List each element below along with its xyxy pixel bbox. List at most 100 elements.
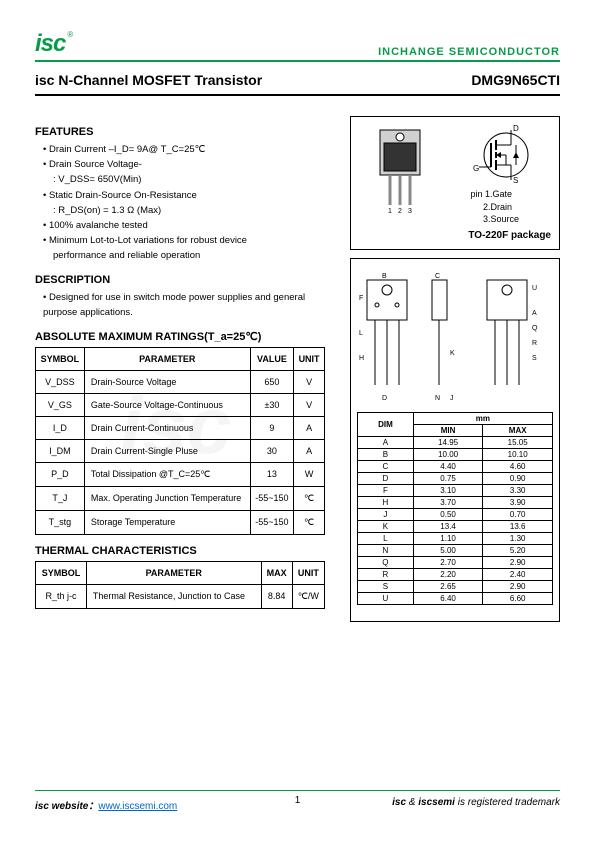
- table-row: L1.101.30: [358, 532, 553, 544]
- table-cell: I_D: [36, 416, 85, 439]
- table-row: J0.500.70: [358, 508, 553, 520]
- table-cell: ℃: [294, 486, 325, 510]
- ratings-table: SYMBOLPARAMETERVALUEUNIT V_DSSDrain-Sour…: [35, 347, 325, 535]
- table-cell: T_stg: [36, 510, 85, 534]
- table-cell: R_th j-c: [36, 584, 87, 608]
- table-row: V_DSSDrain-Source Voltage650V: [36, 370, 325, 393]
- table-cell: A: [294, 439, 325, 462]
- table-cell: 10.10: [483, 448, 553, 460]
- table-row: R2.202.40: [358, 568, 553, 580]
- table-cell: ℃: [294, 510, 325, 534]
- table-cell: 10.00: [413, 448, 483, 460]
- svg-text:N: N: [435, 395, 440, 402]
- svg-text:S: S: [532, 355, 537, 362]
- header: isc ® INCHANGE SEMICONDUCTOR: [35, 30, 560, 62]
- table-row: A14.9515.05: [358, 436, 553, 448]
- svg-text:G: G: [473, 164, 479, 173]
- svg-text:B: B: [382, 273, 387, 280]
- table-cell: Total Dissipation @T_C=25℃: [84, 462, 250, 486]
- title-row: isc N-Channel MOSFET Transistor DMG9N65C…: [35, 66, 560, 96]
- company-name: INCHANGE SEMICONDUCTOR: [378, 46, 560, 58]
- table-header: SYMBOL: [36, 347, 85, 370]
- svg-text:D: D: [513, 125, 519, 133]
- svg-text:H: H: [359, 355, 364, 362]
- table-cell: Drain Current-Continuous: [84, 416, 250, 439]
- description-text: Designed for use in switch mode power su…: [43, 290, 340, 320]
- table-cell: -55~150: [250, 510, 293, 534]
- feature-sub: performance and reliable operation: [53, 248, 340, 263]
- table-cell: Storage Temperature: [84, 510, 250, 534]
- table-cell: 0.90: [483, 472, 553, 484]
- table-row: B10.0010.10: [358, 448, 553, 460]
- table-row: V_GSGate-Source Voltage-Continuous±30V: [36, 393, 325, 416]
- table-cell: Max. Operating Junction Temperature: [84, 486, 250, 510]
- table-row: R_th j-cThermal Resistance, Junction to …: [36, 584, 325, 608]
- features-list: Drain Current –I_D= 9A@ T_C=25℃ Drain So…: [43, 142, 340, 172]
- table-row: T_JMax. Operating Junction Temperature-5…: [36, 486, 325, 510]
- table-header: PARAMETER: [84, 347, 250, 370]
- feature-item: Drain Source Voltage-: [43, 157, 340, 172]
- svg-text:Q: Q: [532, 325, 538, 332]
- pin-list: pin 1.Gate 2.Drain 3.Source: [471, 188, 541, 226]
- table-cell: 3.70: [413, 496, 483, 508]
- table-cell: 5.20: [483, 544, 553, 556]
- mosfet-symbol-icon: D G S: [471, 125, 541, 185]
- table-cell: A: [294, 416, 325, 439]
- table-cell: 14.95: [413, 436, 483, 448]
- product-title: isc N-Channel MOSFET Transistor: [35, 72, 262, 88]
- table-cell: C: [358, 460, 414, 472]
- ratings-heading: ABSOLUTE MAXIMUM RATINGS(T_a=25℃): [35, 330, 340, 343]
- table-cell: U: [358, 592, 414, 604]
- svg-text:F: F: [359, 295, 363, 302]
- table-cell: A: [358, 436, 414, 448]
- table-cell: 15.05: [483, 436, 553, 448]
- table-cell: Drain-Source Voltage: [84, 370, 250, 393]
- table-cell: 2.40: [483, 568, 553, 580]
- table-cell: 6.60: [483, 592, 553, 604]
- table-header: UNIT: [292, 561, 324, 584]
- table-cell: 2.90: [483, 556, 553, 568]
- svg-text:1: 1: [388, 208, 392, 215]
- table-cell: Q: [358, 556, 414, 568]
- table-cell: Thermal Resistance, Junction to Case: [86, 584, 261, 608]
- table-row: K13.413.6: [358, 520, 553, 532]
- part-number: DMG9N65CTI: [471, 72, 560, 88]
- table-cell: 2.70: [413, 556, 483, 568]
- table-cell: -55~150: [250, 486, 293, 510]
- table-row: P_DTotal Dissipation @T_C=25℃13W: [36, 462, 325, 486]
- table-row: C4.404.60: [358, 460, 553, 472]
- logo-text: isc: [35, 30, 65, 58]
- svg-text:U: U: [532, 285, 537, 292]
- thermal-table: SYMBOLPARAMETERMAXUNIT R_th j-cThermal R…: [35, 561, 325, 609]
- svg-text:K: K: [450, 350, 455, 357]
- table-cell: 13: [250, 462, 293, 486]
- thermal-heading: THERMAL CHARACTERISTICS: [35, 545, 340, 557]
- package-diagram: 1 2 3: [350, 116, 560, 250]
- logo: isc ®: [35, 30, 73, 58]
- table-cell: B: [358, 448, 414, 460]
- features-list: Static Drain-Source On-Resistance: [43, 188, 340, 203]
- svg-text:C: C: [435, 273, 440, 280]
- table-cell: F: [358, 484, 414, 496]
- table-cell: H: [358, 496, 414, 508]
- table-cell: 9: [250, 416, 293, 439]
- table-cell: ℃/W: [292, 584, 324, 608]
- feature-item: Static Drain-Source On-Resistance: [43, 188, 340, 203]
- table-cell: 0.75: [413, 472, 483, 484]
- table-cell: J: [358, 508, 414, 520]
- table-cell: P_D: [36, 462, 85, 486]
- table-cell: V: [294, 370, 325, 393]
- svg-text:A: A: [532, 310, 537, 317]
- features-heading: FEATURES: [35, 126, 340, 138]
- table-cell: 2.20: [413, 568, 483, 580]
- table-cell: V_DSS: [36, 370, 85, 393]
- website-link[interactable]: www.iscsemi.com: [98, 801, 177, 812]
- table-cell: I_DM: [36, 439, 85, 462]
- table-row: H3.703.90: [358, 496, 553, 508]
- footer-right: isc & iscsemi is registered trademark: [392, 797, 560, 812]
- svg-text:R: R: [532, 340, 537, 347]
- feature-item: Minimum Lot-to-Lot variations for robust…: [43, 233, 340, 248]
- feature-sub: : V_DSS= 650V(Min): [53, 172, 340, 187]
- table-cell: 8.84: [261, 584, 292, 608]
- table-cell: 1.10: [413, 532, 483, 544]
